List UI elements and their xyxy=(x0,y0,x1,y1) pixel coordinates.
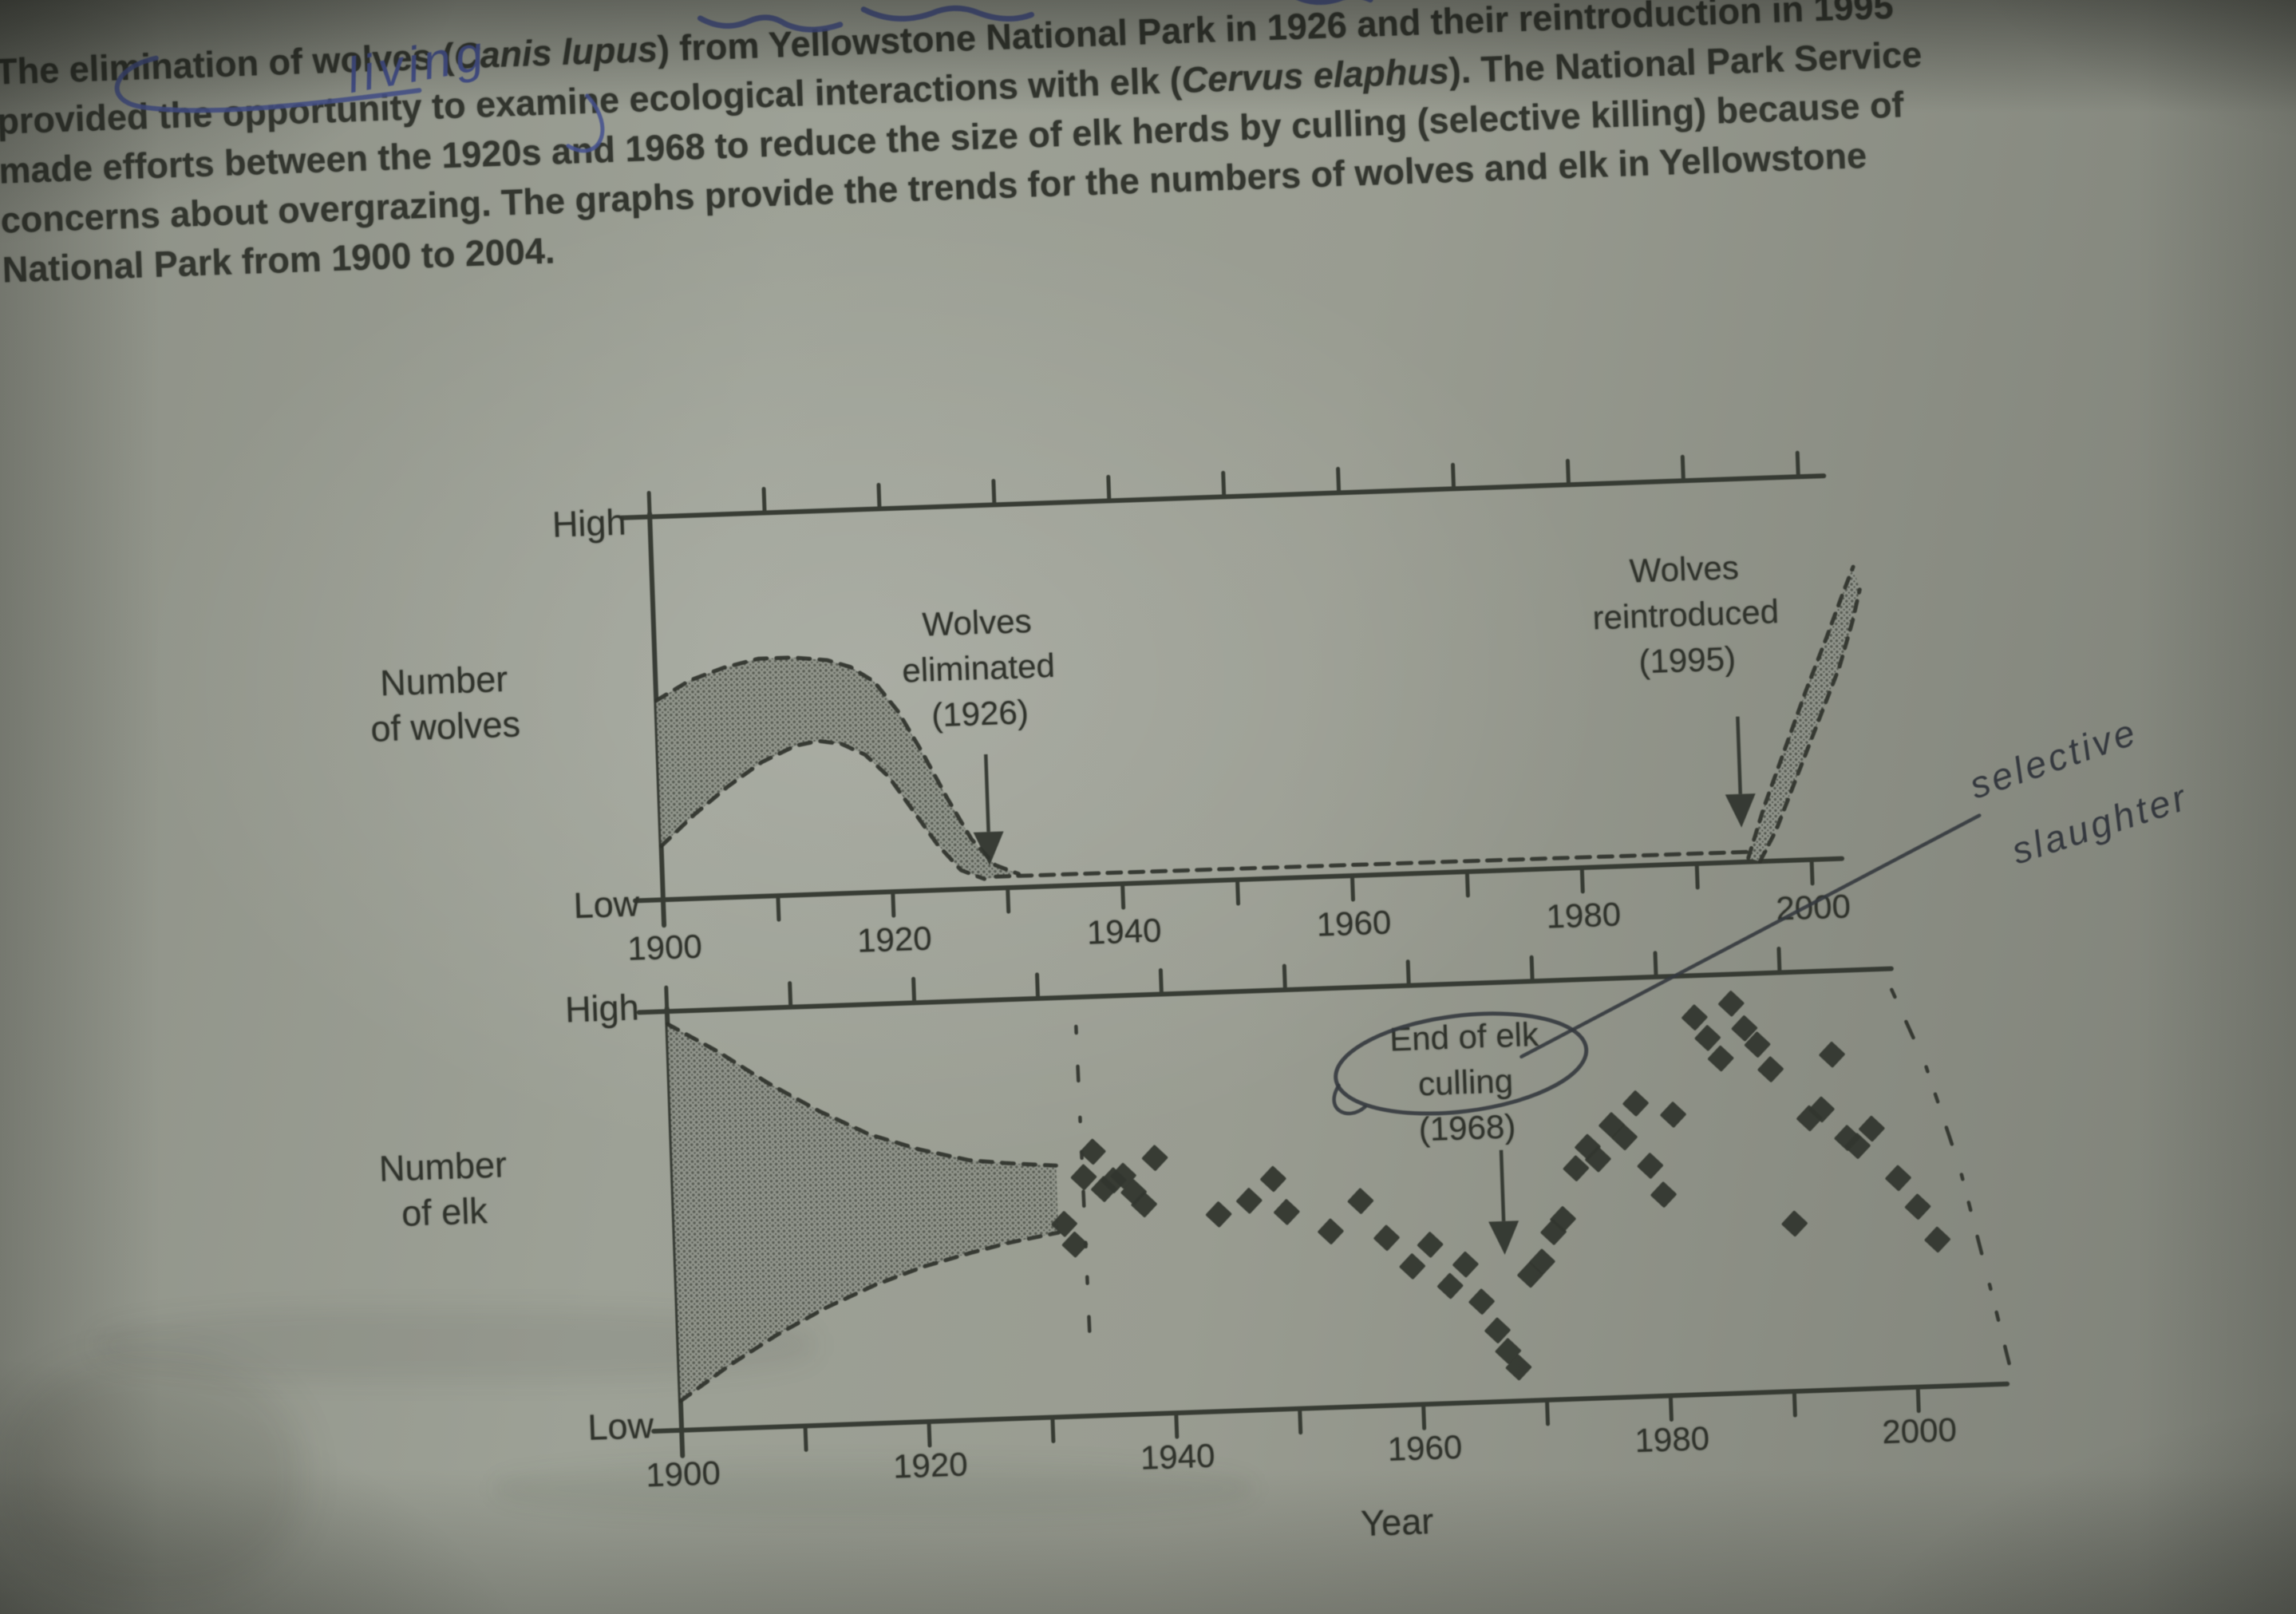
blue-ink-fragment xyxy=(860,5,1035,22)
blue-ink-descender xyxy=(566,93,605,153)
blue-ink-fragment xyxy=(1291,0,1373,6)
pen-connector-line xyxy=(1519,813,1982,1059)
pen-circle-around-culling xyxy=(1334,1011,1589,1116)
blue-ink-fragment xyxy=(697,14,844,33)
